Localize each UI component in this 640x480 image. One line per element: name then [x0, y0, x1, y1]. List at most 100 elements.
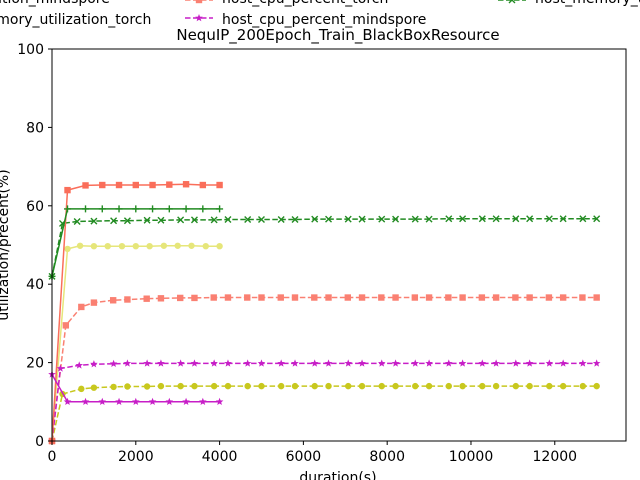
host-memory-u-point — [277, 216, 285, 224]
host-cpu-percent-torch-point — [425, 294, 433, 301]
utilization-mindspore-point — [64, 245, 71, 253]
series-7-point — [199, 205, 207, 213]
host-cpu-percent-mindspore-point — [525, 359, 534, 367]
host-memory-u-point — [425, 215, 433, 223]
utilization-mindspore-point — [132, 242, 139, 250]
host-cpu-percent-mindspore-point — [310, 359, 319, 367]
series-6-point — [132, 181, 139, 189]
series-host-cpu-percent-torch — [48, 294, 600, 445]
chart-title: NequIP_200Epoch_Train_BlackBoxResource — [176, 26, 499, 45]
series-8-point — [63, 397, 72, 406]
series-8-point — [98, 397, 107, 406]
series-host-memory-u — [48, 215, 601, 280]
memory-utilization-torch-point — [78, 385, 85, 393]
plot-frame — [51, 48, 627, 442]
host-cpu-percent-torch-point — [62, 322, 70, 329]
y-tick-label: 60 — [26, 199, 44, 215]
host-memory-u-point — [291, 216, 299, 224]
host-memory-u-point — [224, 216, 232, 224]
x-tick-label: 2000 — [118, 449, 154, 465]
memory-utilization-torch-point — [492, 382, 500, 390]
host-cpu-percent-mindspore-point — [143, 359, 151, 367]
host-cpu-percent-mindspore-point — [425, 359, 433, 367]
memory-utilization-torch-line — [51, 385, 597, 442]
utilization-mindspore-line — [51, 245, 220, 442]
host-cpu-percent-torch-point — [191, 294, 198, 302]
legend-marker-host-cpu-percent-torch — [195, 0, 203, 4]
series-memory-utilization-torch — [48, 382, 600, 445]
legend-label-memory-utilization-torch: memory_utilization_torch — [0, 12, 151, 28]
memory-utilization-torch-point — [244, 382, 251, 390]
host-cpu-percent-torch-point — [244, 294, 251, 301]
y-axis-label: utilization/precent(%) — [0, 169, 12, 320]
host-cpu-percent-torch-line — [51, 296, 597, 442]
host-memory-u-point — [378, 215, 386, 223]
host-memory-u-point — [459, 215, 467, 223]
host-cpu-percent-mindspore-point — [277, 359, 285, 367]
host-cpu-percent-torch-point — [492, 294, 500, 301]
series-7-point — [64, 205, 72, 213]
series-8-point — [115, 397, 123, 406]
series-6-point — [115, 181, 123, 189]
host-cpu-percent-torch-point — [411, 294, 419, 301]
host-cpu-percent-torch-point — [157, 295, 165, 302]
host-cpu-percent-mindspore-point — [344, 359, 353, 367]
series-8-point — [131, 397, 140, 406]
host-cpu-percent-mindspore-point — [176, 359, 185, 367]
host-memory-u-point — [157, 216, 165, 224]
x-tick-label: 8000 — [369, 449, 405, 465]
host-memory-u-point — [325, 215, 333, 223]
utilization-mindspore-point — [202, 242, 209, 250]
memory-utilization-torch-point — [311, 382, 318, 390]
host-cpu-percent-mindspore-point — [224, 359, 232, 367]
host-cpu-percent-torch-point — [224, 294, 232, 301]
host-memory-u-point — [177, 216, 185, 224]
series-6-point — [149, 181, 156, 189]
host-cpu-percent-torch-point — [78, 303, 85, 311]
host-cpu-percent-torch-point — [277, 294, 284, 301]
memory-utilization-torch-point — [546, 382, 553, 390]
memory-utilization-torch-point — [291, 382, 299, 390]
utilization-mindspore-point — [160, 242, 168, 249]
legend-label-host-memory-u: host_memory_u — [535, 0, 640, 7]
host-cpu-percent-mindspore-point — [512, 359, 520, 367]
host-cpu-percent-torch-point — [512, 294, 519, 301]
series-7-point — [182, 205, 190, 213]
series-6-point — [82, 182, 89, 189]
host-cpu-percent-mindspore-point — [478, 359, 487, 367]
host-memory-u-point — [445, 215, 453, 223]
utilization-mindspore-point — [104, 242, 111, 250]
utilization-mindspore-point — [90, 242, 98, 250]
x-tick-label: 0 — [48, 449, 57, 465]
host-memory-u-point — [411, 215, 419, 223]
host-cpu-percent-mindspore-point — [291, 359, 299, 367]
host-memory-u-line — [51, 217, 597, 277]
legend-marker-host-memory-u — [508, 0, 516, 4]
memory-utilization-torch-point — [512, 382, 520, 390]
memory-utilization-torch-point — [258, 382, 265, 390]
host-memory-u-point — [559, 215, 567, 223]
x-tick-label: 6000 — [286, 449, 322, 465]
host-cpu-percent-mindspore-point — [444, 359, 453, 367]
series-series-6 — [48, 181, 223, 445]
memory-utilization-torch-point — [143, 383, 151, 390]
memory-utilization-torch-point — [210, 382, 218, 390]
utilization-mindspore-point — [118, 242, 126, 250]
host-memory-u-point — [311, 215, 319, 223]
host-cpu-percent-torch-point — [344, 294, 351, 301]
y-tick-label: 20 — [26, 356, 44, 372]
series-8-point — [182, 397, 190, 406]
host-cpu-percent-mindspore-point — [123, 359, 132, 367]
series-host-cpu-percent-mindspore — [48, 359, 601, 445]
series-7-point — [98, 205, 106, 213]
host-cpu-percent-torch-point — [545, 294, 553, 301]
host-cpu-percent-torch-point — [459, 294, 466, 301]
host-memory-u-point — [512, 215, 520, 223]
host-cpu-percent-mindspore-point — [109, 359, 118, 368]
series-layer — [48, 181, 601, 445]
series-7-point — [132, 205, 140, 213]
host-cpu-percent-torch-point — [445, 294, 452, 301]
host-cpu-percent-mindspore-point — [545, 359, 554, 367]
host-memory-u-point — [244, 216, 252, 224]
